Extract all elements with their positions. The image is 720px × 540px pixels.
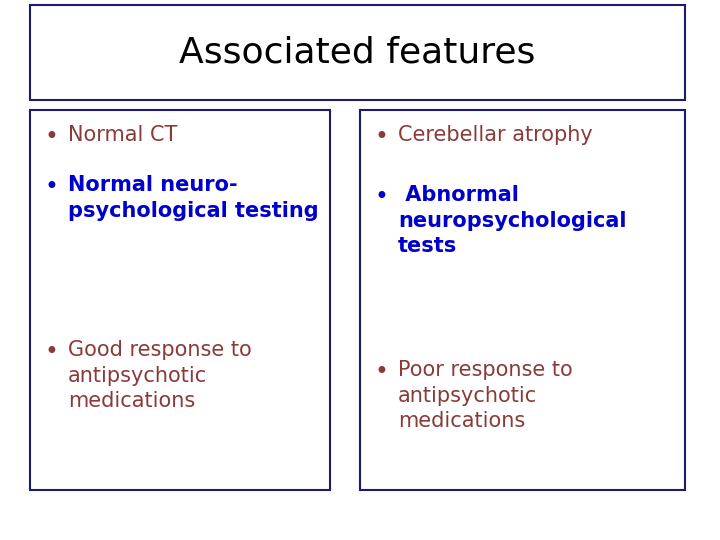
- Text: •: •: [374, 125, 388, 149]
- Text: Normal CT: Normal CT: [68, 125, 177, 145]
- Text: Abnormal
neuropsychological
tests: Abnormal neuropsychological tests: [398, 185, 626, 256]
- Text: •: •: [44, 125, 58, 149]
- Text: Associated features: Associated features: [179, 36, 536, 70]
- Text: •: •: [44, 175, 58, 199]
- Text: Cerebellar atrophy: Cerebellar atrophy: [398, 125, 593, 145]
- Text: •: •: [44, 340, 58, 364]
- Text: Normal neuro-
psychological testing: Normal neuro- psychological testing: [68, 175, 319, 221]
- Text: Poor response to
antipsychotic
medications: Poor response to antipsychotic medicatio…: [398, 360, 572, 431]
- Text: Good response to
antipsychotic
medications: Good response to antipsychotic medicatio…: [68, 340, 252, 411]
- FancyBboxPatch shape: [30, 5, 685, 100]
- Text: •: •: [374, 185, 388, 209]
- FancyBboxPatch shape: [30, 110, 330, 490]
- FancyBboxPatch shape: [360, 110, 685, 490]
- Text: •: •: [374, 360, 388, 384]
